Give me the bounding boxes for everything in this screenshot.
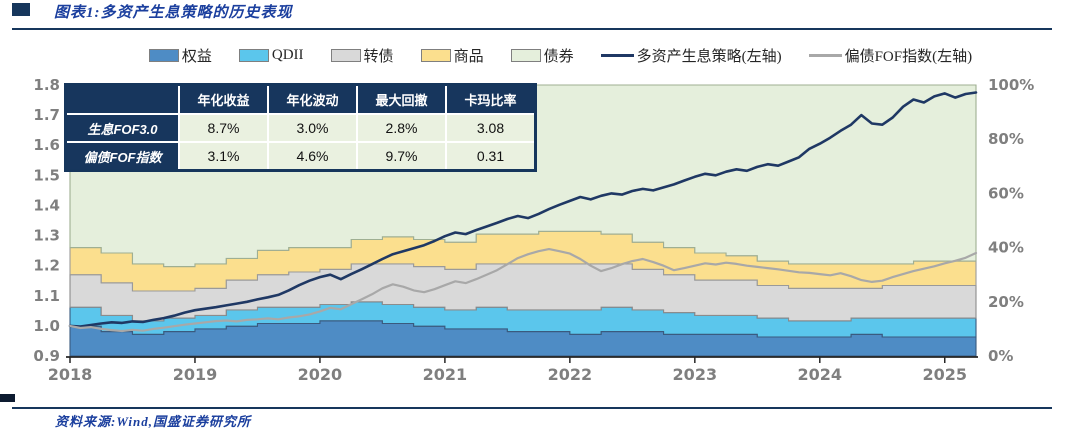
legend-label: 偏债FOF指数(左轴) xyxy=(844,48,973,65)
legend-swatch xyxy=(148,48,179,62)
chart-legend: 权益 QDII 转债 商品 债券 多资产生息策略(左轴) 偏债FOF指数(左轴) xyxy=(58,42,1063,68)
legend-item-3: 商品 xyxy=(420,45,484,66)
x-tick-label: 2024 xyxy=(798,365,843,384)
line-series-1 xyxy=(68,248,978,333)
legend-item-1: QDII xyxy=(238,46,304,64)
table-row-label: 生息FOF3.0 xyxy=(64,113,180,143)
left-tick-label: 1.0 xyxy=(33,317,60,335)
table-value-cell: 3.08 xyxy=(445,113,537,143)
x-tick-label: 2021 xyxy=(423,365,468,384)
table-value-cell: 3.0% xyxy=(267,113,358,143)
right-tick-label: 60% xyxy=(988,184,1024,202)
table-row: 生息FOF3.0 8.7% 3.0% 2.8% 3.08 xyxy=(64,113,537,143)
table-value-cell: 8.7% xyxy=(178,113,269,143)
right-tick-label: 20% xyxy=(988,293,1024,311)
left-tick-label: 1.3 xyxy=(33,227,60,245)
table-value-cell: 2.8% xyxy=(356,113,447,143)
title-divider xyxy=(12,28,1052,30)
right-tick-label: 80% xyxy=(988,130,1024,148)
left-tick-label: 0.9 xyxy=(33,347,60,365)
x-tick-label: 2019 xyxy=(173,365,218,384)
legend-label: 转债 xyxy=(363,48,394,65)
left-tick-label: 1.8 xyxy=(33,76,60,94)
table-value-cell: 9.7% xyxy=(356,141,447,172)
legend-label: QDII xyxy=(271,46,304,63)
left-tick-label: 1.4 xyxy=(33,196,60,214)
legend-label: 权益 xyxy=(181,48,212,65)
footer-divider xyxy=(12,407,1052,409)
title-bullet-square xyxy=(12,3,30,16)
legend-label: 债券 xyxy=(543,48,574,65)
table-header-cell: 年化收益 xyxy=(178,83,269,115)
table-row-label: 偏债FOF指数 xyxy=(64,141,180,172)
left-tick-label: 1.6 xyxy=(33,136,60,154)
left-tick-label: 1.1 xyxy=(33,287,60,305)
table-header-cell: 卡玛比率 xyxy=(445,83,537,115)
legend-item-4: 债券 xyxy=(510,45,574,66)
x-tick-label: 2018 xyxy=(48,365,93,384)
legend-item-5: 多资产生息策略(左轴) xyxy=(600,45,782,66)
legend-label: 商品 xyxy=(453,48,484,65)
legend-item-0: 权益 xyxy=(148,45,212,66)
legend-swatch xyxy=(238,48,269,62)
legend-item-6: 偏债FOF指数(左轴) xyxy=(808,45,973,66)
table-corner-cell xyxy=(64,83,180,115)
legend-swatch xyxy=(600,53,634,57)
legend-swatch xyxy=(808,53,842,57)
table-header-cell: 最大回撤 xyxy=(356,83,447,115)
page-corner-marker xyxy=(0,394,15,402)
legend-label: 多资产生息策略(左轴) xyxy=(636,48,782,65)
left-tick-label: 1.2 xyxy=(33,257,60,275)
right-tick-label: 100% xyxy=(988,76,1034,94)
table-header-cell: 年化波动 xyxy=(267,83,358,115)
x-tick-label: 2020 xyxy=(298,365,343,384)
legend-item-2: 转债 xyxy=(330,45,394,66)
left-tick-label: 1.7 xyxy=(33,106,60,124)
table-value-cell: 3.1% xyxy=(178,141,269,172)
legend-swatch xyxy=(330,48,361,62)
table-value-cell: 4.6% xyxy=(267,141,358,172)
legend-swatch xyxy=(420,48,451,62)
right-tick-label: 40% xyxy=(988,239,1024,257)
table-row: 偏债FOF指数 3.1% 4.6% 9.7% 0.31 xyxy=(64,141,537,172)
left-tick-label: 1.5 xyxy=(33,166,60,184)
table-value-cell: 0.31 xyxy=(445,141,537,172)
x-tick-label: 2023 xyxy=(673,365,718,384)
line-series-0 xyxy=(68,91,978,328)
legend-swatch xyxy=(510,48,541,62)
stats-inset-table: 年化收益 年化波动 最大回撤 卡玛比率 生息FOF3.0 8.7% 3.0% 2.8% 3.08… xyxy=(64,83,537,172)
right-tick-label: 0% xyxy=(988,347,1013,365)
source-note: 资料来源:Wind,国盛证券研究所 xyxy=(55,414,251,429)
x-tick-label: 2022 xyxy=(548,365,593,384)
page-title: 图表1:多资产生息策略的历史表现 xyxy=(54,5,293,21)
x-tick-label: 2025 xyxy=(922,365,967,384)
